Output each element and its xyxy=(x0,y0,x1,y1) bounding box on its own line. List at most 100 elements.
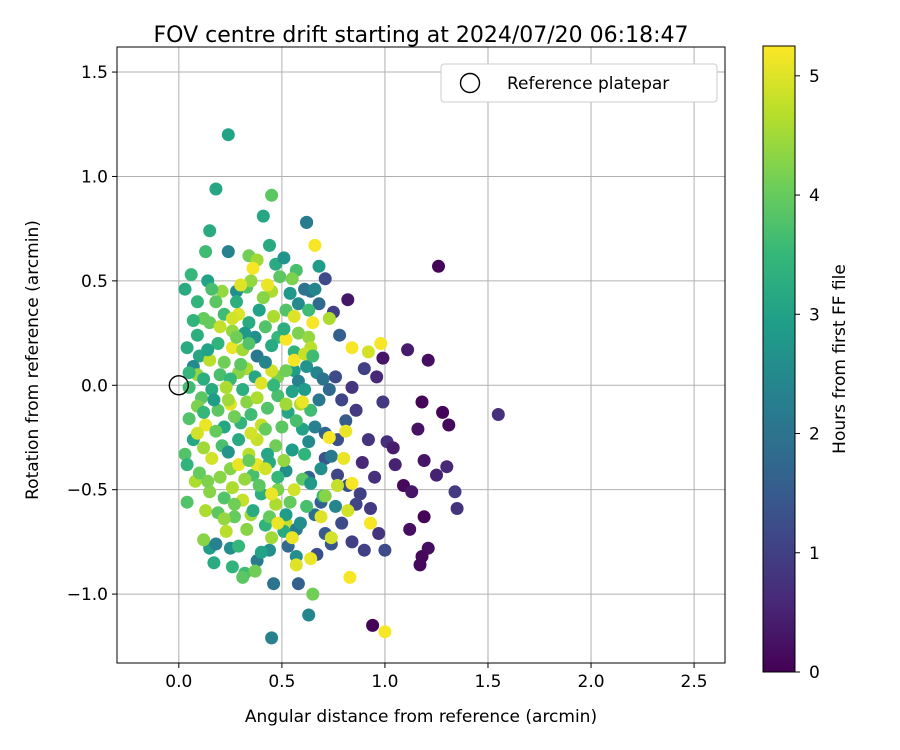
data-point xyxy=(225,312,239,325)
data-point xyxy=(199,418,213,432)
data-point xyxy=(322,312,336,325)
data-point xyxy=(302,303,316,317)
data-point xyxy=(417,454,431,467)
data-point xyxy=(349,403,363,417)
data-point xyxy=(279,397,293,411)
data-point xyxy=(339,424,353,438)
data-point xyxy=(318,489,332,503)
data-point xyxy=(201,474,215,488)
data-point xyxy=(225,341,239,355)
data-point xyxy=(308,420,322,434)
data-point xyxy=(283,495,297,509)
data-point xyxy=(322,383,336,396)
data-point xyxy=(221,128,235,142)
data-point xyxy=(211,403,225,417)
colorbar-ticks: 0 1 2 3 4 5 xyxy=(795,67,820,683)
data-point xyxy=(316,372,330,386)
y-tick-label: 0.0 xyxy=(81,376,108,396)
data-point xyxy=(368,470,382,484)
data-point xyxy=(244,274,258,288)
data-point xyxy=(252,479,266,492)
data-point xyxy=(197,372,211,386)
data-point xyxy=(256,291,270,305)
data-point xyxy=(283,286,297,300)
data-point xyxy=(324,531,338,545)
data-point xyxy=(376,351,390,365)
data-point xyxy=(312,393,326,407)
data-point xyxy=(221,245,235,259)
data-point xyxy=(203,485,217,499)
data-point xyxy=(225,481,239,495)
data-point xyxy=(244,408,258,421)
legend-label-reference: Reference platepar xyxy=(507,74,669,94)
data-point xyxy=(217,355,231,369)
data-point xyxy=(230,330,243,344)
data-point xyxy=(302,608,316,622)
data-point xyxy=(440,460,454,474)
y-axis: −1.0 −0.5 0.0 0.5 1.0 1.5 xyxy=(67,63,117,605)
data-point xyxy=(279,364,293,378)
y-tick-label: 1.0 xyxy=(81,167,108,187)
data-point xyxy=(178,447,192,461)
data-point xyxy=(244,426,258,440)
data-point xyxy=(450,502,464,515)
colorbar-label: Hours from first FF file xyxy=(830,264,850,454)
data-point xyxy=(491,408,505,421)
data-point xyxy=(234,357,248,371)
data-point xyxy=(322,431,336,444)
data-point xyxy=(378,543,392,557)
colorbar-tick-label: 3 xyxy=(809,305,820,325)
data-point xyxy=(258,355,272,369)
data-point xyxy=(302,435,316,449)
colorbar-tick-label: 4 xyxy=(809,186,820,206)
data-point xyxy=(178,282,192,296)
data-point xyxy=(361,433,375,447)
data-point xyxy=(261,401,274,415)
data-point xyxy=(345,535,359,549)
data-point xyxy=(339,414,353,428)
legend: Reference platepar xyxy=(440,63,718,103)
data-point xyxy=(341,504,355,518)
data-point xyxy=(197,312,211,325)
data-point xyxy=(190,295,204,309)
data-point xyxy=(285,531,299,545)
data-point xyxy=(285,272,299,286)
data-point xyxy=(401,343,415,357)
data-point xyxy=(240,395,254,409)
data-point xyxy=(207,393,221,407)
data-point xyxy=(300,499,314,513)
data-point xyxy=(361,345,375,359)
data-point xyxy=(180,495,194,509)
data-point xyxy=(211,337,225,350)
x-tick-label: 0.5 xyxy=(268,672,295,692)
data-point xyxy=(287,483,301,497)
data-point xyxy=(374,337,388,350)
data-point xyxy=(267,378,281,392)
data-point xyxy=(304,476,318,490)
data-point xyxy=(258,320,272,334)
data-point xyxy=(413,558,427,572)
data-point xyxy=(298,447,312,461)
data-point xyxy=(180,341,194,355)
data-point xyxy=(436,405,450,419)
data-point xyxy=(242,337,256,350)
data-point xyxy=(269,497,283,511)
data-point xyxy=(271,389,285,403)
data-point xyxy=(242,454,256,467)
data-point xyxy=(298,282,312,296)
x-tick-label: 1.5 xyxy=(474,672,501,692)
data-point xyxy=(341,293,355,307)
data-point xyxy=(184,268,198,282)
data-point xyxy=(331,468,344,482)
data-point xyxy=(277,322,291,336)
data-point xyxy=(258,422,272,436)
data-point xyxy=(265,339,279,353)
data-point xyxy=(306,316,320,330)
data-point xyxy=(291,577,305,591)
data-point xyxy=(304,403,318,417)
data-point xyxy=(308,238,322,252)
x-tick-label: 2.5 xyxy=(681,672,708,692)
data-point xyxy=(376,395,390,409)
colorbar-gradient xyxy=(762,45,796,673)
